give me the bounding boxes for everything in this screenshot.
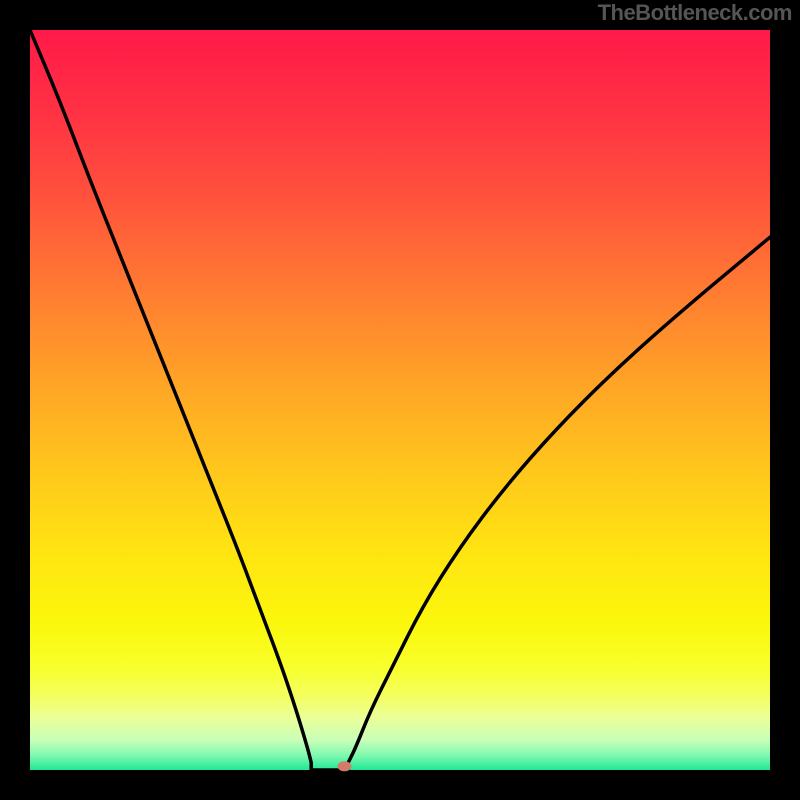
watermark-text: TheBottleneck.com xyxy=(598,0,792,26)
bottleneck-chart xyxy=(0,0,800,800)
plot-gradient-background xyxy=(30,30,770,770)
chart-container: TheBottleneck.com xyxy=(0,0,800,800)
minimum-marker xyxy=(338,761,352,771)
